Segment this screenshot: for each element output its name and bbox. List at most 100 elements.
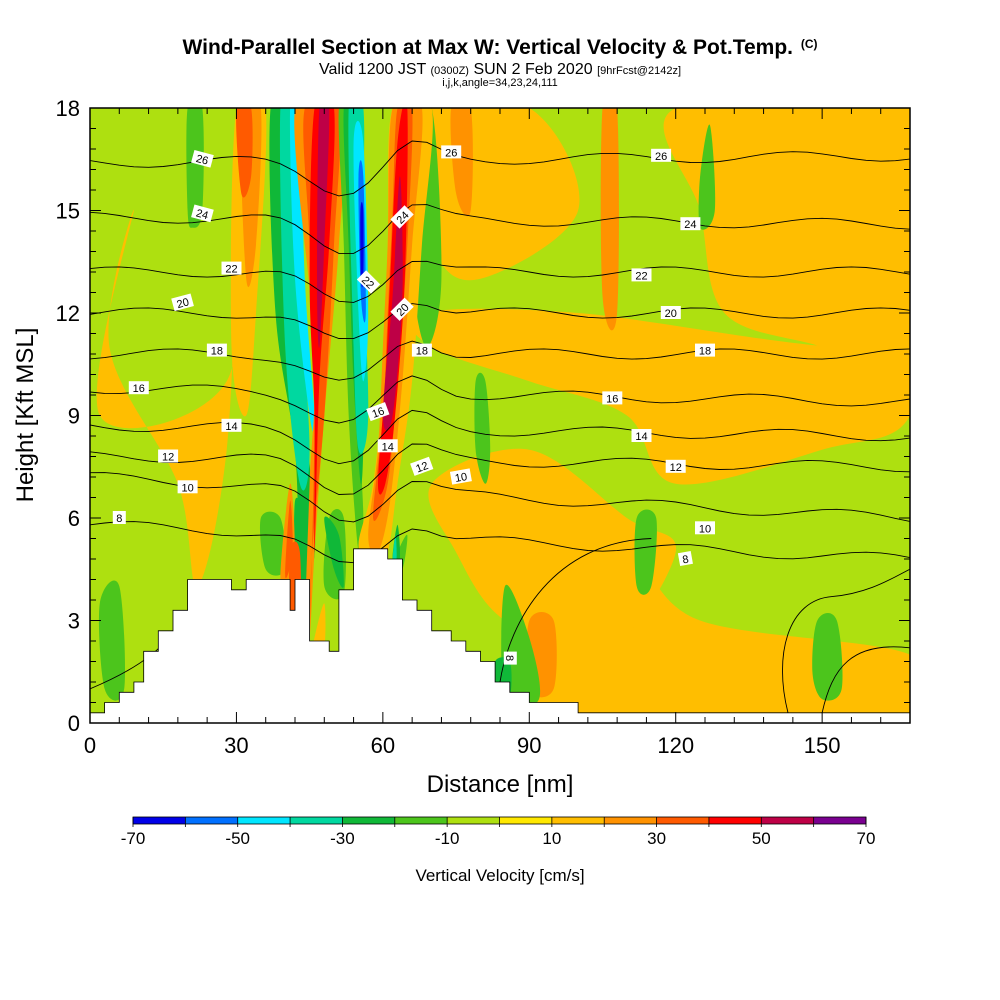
colorbar-tick-label-7: 70	[857, 829, 876, 848]
colorbar-swatch-3	[290, 817, 343, 824]
contour-label-14-1-text: 14	[382, 441, 394, 453]
contour-label-extra-0-0-text: 8	[503, 655, 515, 661]
x-tick-label-30: 30	[224, 733, 248, 758]
w-region-18	[698, 124, 716, 230]
colorbar-swatch-6	[447, 817, 500, 824]
colorbar-swatch-8	[551, 817, 605, 824]
colorbar-tick-label-6: 50	[752, 829, 771, 848]
contour-label-18-1-box	[411, 343, 432, 357]
contour-label-10-1-box	[449, 468, 472, 485]
contour-label-18-2: 18	[695, 343, 715, 358]
w-region-5	[663, 108, 910, 395]
chart-indices: i,j,k,angle=34,23,24,111	[442, 77, 558, 89]
contour-label-8-0-box	[112, 511, 126, 524]
theta-contour-10	[90, 472, 910, 523]
contour-label-12-1: 12	[410, 456, 434, 476]
w-region-36	[313, 603, 326, 652]
y-tick-label-12: 12	[56, 301, 80, 326]
contour-label-14-0: 14	[221, 418, 242, 433]
contour-label-16-1-box	[366, 402, 390, 422]
theta-contour-8	[90, 521, 910, 564]
colorbar-tick-label-2: -30	[330, 829, 355, 848]
colorbar-tick-label-0: -70	[121, 829, 146, 848]
contour-label-18-1-text: 18	[416, 346, 428, 358]
w-region-25	[324, 516, 344, 588]
contour-label-8-1: 8	[677, 550, 693, 567]
contour-label-14-1-box	[377, 439, 398, 453]
contour-label-16-1-text: 16	[371, 405, 387, 420]
contour-label-26-0: 26	[191, 149, 214, 168]
contour-label-10-2-box	[695, 521, 715, 535]
colorbar-swatch-9	[604, 817, 657, 824]
y-tick-label-3: 3	[68, 609, 80, 634]
contour-label-22-0-box	[221, 261, 242, 275]
contour-label-12-2: 12	[665, 459, 686, 474]
contour-label-24-2: 24	[680, 217, 701, 231]
contour-label-12-0-text: 12	[162, 452, 174, 464]
contour-label-14-0-box	[221, 418, 242, 432]
contour-label-22-2: 22	[631, 268, 652, 282]
y-tick-label-0: 0	[68, 711, 80, 736]
colorbar-swatch-0	[133, 817, 186, 824]
contour-label-20-2-box	[660, 306, 681, 319]
contour-label-20-2-text: 20	[665, 308, 677, 320]
colorbar-swatch-5	[394, 817, 448, 824]
contour-label-22-0: 22	[221, 261, 242, 276]
contour-label-24-0-text: 24	[195, 207, 210, 222]
x-tick-label-120: 120	[657, 733, 694, 758]
y-tick-label-18: 18	[56, 96, 80, 121]
x-tick-label-60: 60	[371, 733, 395, 758]
colorbar-tick-label-1: -50	[225, 829, 250, 848]
theta-contour-12	[90, 443, 910, 495]
contour-label-20-0: 20	[171, 293, 194, 312]
contour-label-24-0: 24	[191, 204, 214, 223]
colorbar-swatch-11	[708, 817, 762, 824]
w-region-17	[634, 509, 657, 595]
y-tick-label-6: 6	[68, 506, 80, 531]
contour-label-26-0-text: 26	[195, 153, 210, 168]
contour-label-22-0-text: 22	[225, 264, 237, 276]
contour-label-24-0-box	[191, 204, 214, 223]
w-region-2	[409, 277, 910, 485]
contour-label-26-1: 26	[441, 145, 462, 159]
w-region-47	[382, 176, 403, 431]
colorbar-swatch-13	[813, 817, 866, 824]
w-region-14	[474, 372, 491, 484]
contour-label-26-2-text: 26	[655, 151, 667, 163]
contour-label-18-0: 18	[206, 343, 227, 358]
contour-label-14-0-text: 14	[225, 421, 237, 433]
contour-label-10-1: 10	[449, 468, 472, 485]
colorbar: -70 -50 -30 -10 10 30 50 70	[121, 816, 876, 848]
x-tick-label-90: 90	[517, 733, 541, 758]
w-region-22	[236, 108, 253, 198]
contour-label-26-2-box	[651, 148, 672, 162]
contour-label-26-1-box	[441, 145, 462, 159]
contour-label-10-2-text: 10	[699, 523, 711, 535]
contour-label-14-1: 14	[377, 439, 398, 453]
contour-label-10-0-text: 10	[181, 482, 193, 494]
theta-contour-low-3	[782, 568, 910, 713]
contour-label-12-1-box	[410, 456, 434, 476]
contour-label-8-1-box	[677, 550, 693, 567]
terrain	[90, 548, 910, 723]
colorbar-swatch-4	[342, 817, 395, 824]
contour-label-24-1-box	[390, 205, 414, 229]
contour-label-26-2: 26	[651, 148, 672, 163]
contour-label-16-0-box	[128, 381, 149, 395]
w-region-42	[360, 201, 364, 288]
contour-label-20-1-box	[390, 297, 414, 321]
y-axis: 0 3 6 9 12 15 18	[56, 96, 910, 736]
colorbar-swatch-10	[656, 817, 709, 824]
w-region-20	[259, 511, 287, 576]
contour-label-16-2-box	[602, 391, 623, 405]
contour-label-26-1-text: 26	[445, 147, 457, 159]
w-region-34	[317, 108, 330, 348]
theta-contour-24	[90, 204, 910, 254]
colorbar-tick-label-5: 30	[647, 829, 666, 848]
contour-label-16-1: 16	[366, 402, 390, 422]
contour-label-8-0-text: 8	[116, 513, 122, 525]
colorbar-tick-label-4: 10	[542, 829, 561, 848]
w-region-19	[98, 580, 126, 701]
